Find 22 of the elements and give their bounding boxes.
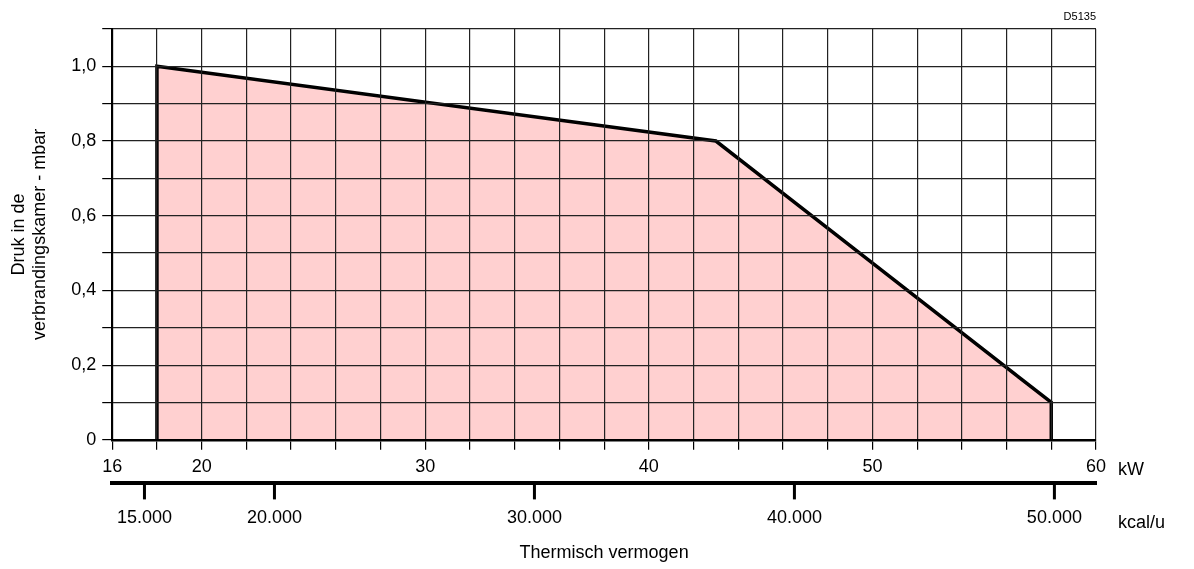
y-tick-label: 0,6 [71, 204, 97, 225]
y-tick-label: 0 [86, 428, 97, 449]
x-tick-label: 30 [415, 455, 436, 476]
y-tick-label: 0,2 [71, 354, 97, 375]
x-tick-label: 20 [191, 455, 212, 476]
y-tick-label: 0,4 [71, 279, 97, 300]
x2-tick-label: 15.000 [116, 507, 172, 528]
x-tick-label: 50 [862, 455, 883, 476]
y-tick-label: 0,8 [71, 130, 97, 151]
y-axis-title: Druk in de verbrandingskamer - mbar [7, 128, 50, 340]
x2-tick-label: 30.000 [506, 507, 562, 528]
x-tick-label: 40 [638, 455, 659, 476]
y-tick-label: 1,0 [71, 55, 97, 76]
x2-tick-label: 50.000 [1026, 507, 1082, 528]
x-tick-label: 16 [102, 455, 123, 476]
text: D5135 [1063, 10, 1096, 23]
x2-tick-label: 40.000 [766, 507, 822, 528]
x2-tick-label: 20.000 [246, 507, 302, 528]
x2-axis-title: kcal/u [1118, 512, 1166, 533]
x-tick-label: 60 [1085, 455, 1107, 476]
x-axis-title: kW [1118, 458, 1144, 479]
text: Thermisch vermogen [519, 541, 689, 562]
